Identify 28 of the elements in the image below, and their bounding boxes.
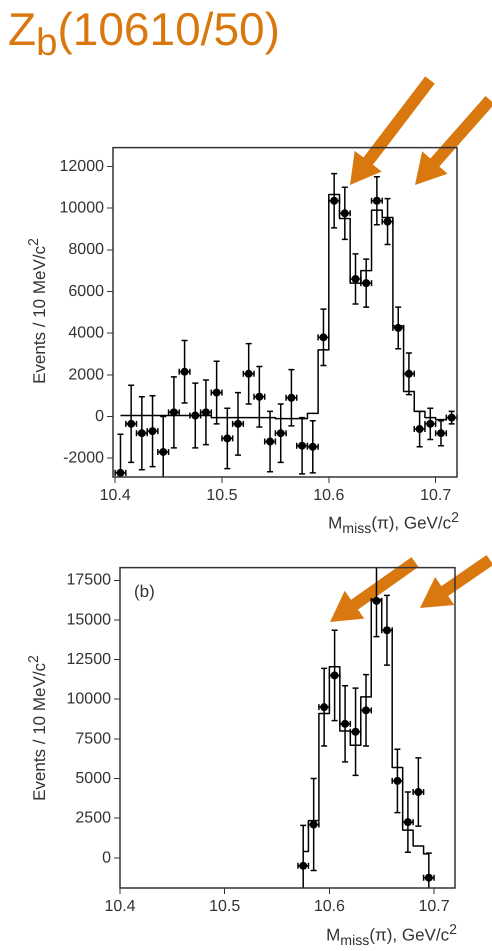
x-axis-title: M$_{miss}$(π), GeV/c$^{2}$ — [328, 510, 459, 538]
y-tick-label: 15000 — [66, 611, 112, 628]
y-tick-label: 17500 — [66, 572, 112, 589]
x-tick-label: 10.6 — [314, 898, 346, 916]
x-axis-title: M$_{miss}$(π), GeV/c$^{2}$ — [326, 922, 457, 950]
x-tick-label: 10.4 — [100, 487, 131, 504]
y-tick-label: 12500 — [66, 651, 112, 668]
y-tick-label: 5000 — [75, 770, 112, 787]
y-tick-label: 2000 — [68, 366, 104, 384]
y-tick-label: 10000 — [66, 690, 112, 708]
x-tick-label: 10.4 — [104, 898, 136, 916]
y-tick-label: 6000 — [68, 282, 104, 300]
y-tick-label: 7500 — [75, 730, 112, 748]
y-tick-label: 4000 — [68, 324, 104, 342]
y-tick-label: 0 — [102, 849, 112, 866]
x-tick-label: 10.7 — [420, 487, 452, 504]
y-tick-label: -2000 — [63, 450, 104, 467]
x-tick-label: 10.7 — [418, 898, 450, 916]
y-tick-label: 12000 — [60, 158, 104, 175]
x-tick-label: 10.5 — [209, 898, 240, 916]
y-tick-label: 0 — [95, 408, 104, 425]
x-tick-label: 10.5 — [206, 487, 238, 504]
x-tick-label: 10.6 — [313, 487, 344, 504]
annotation: (b) — [134, 582, 155, 601]
chart-title: Z$_{b}$(10610/50) — [8, 2, 280, 66]
y-tick-label: 10000 — [60, 199, 104, 216]
y-tick-label: 2500 — [75, 810, 112, 827]
y-tick-label: 8000 — [68, 241, 104, 258]
